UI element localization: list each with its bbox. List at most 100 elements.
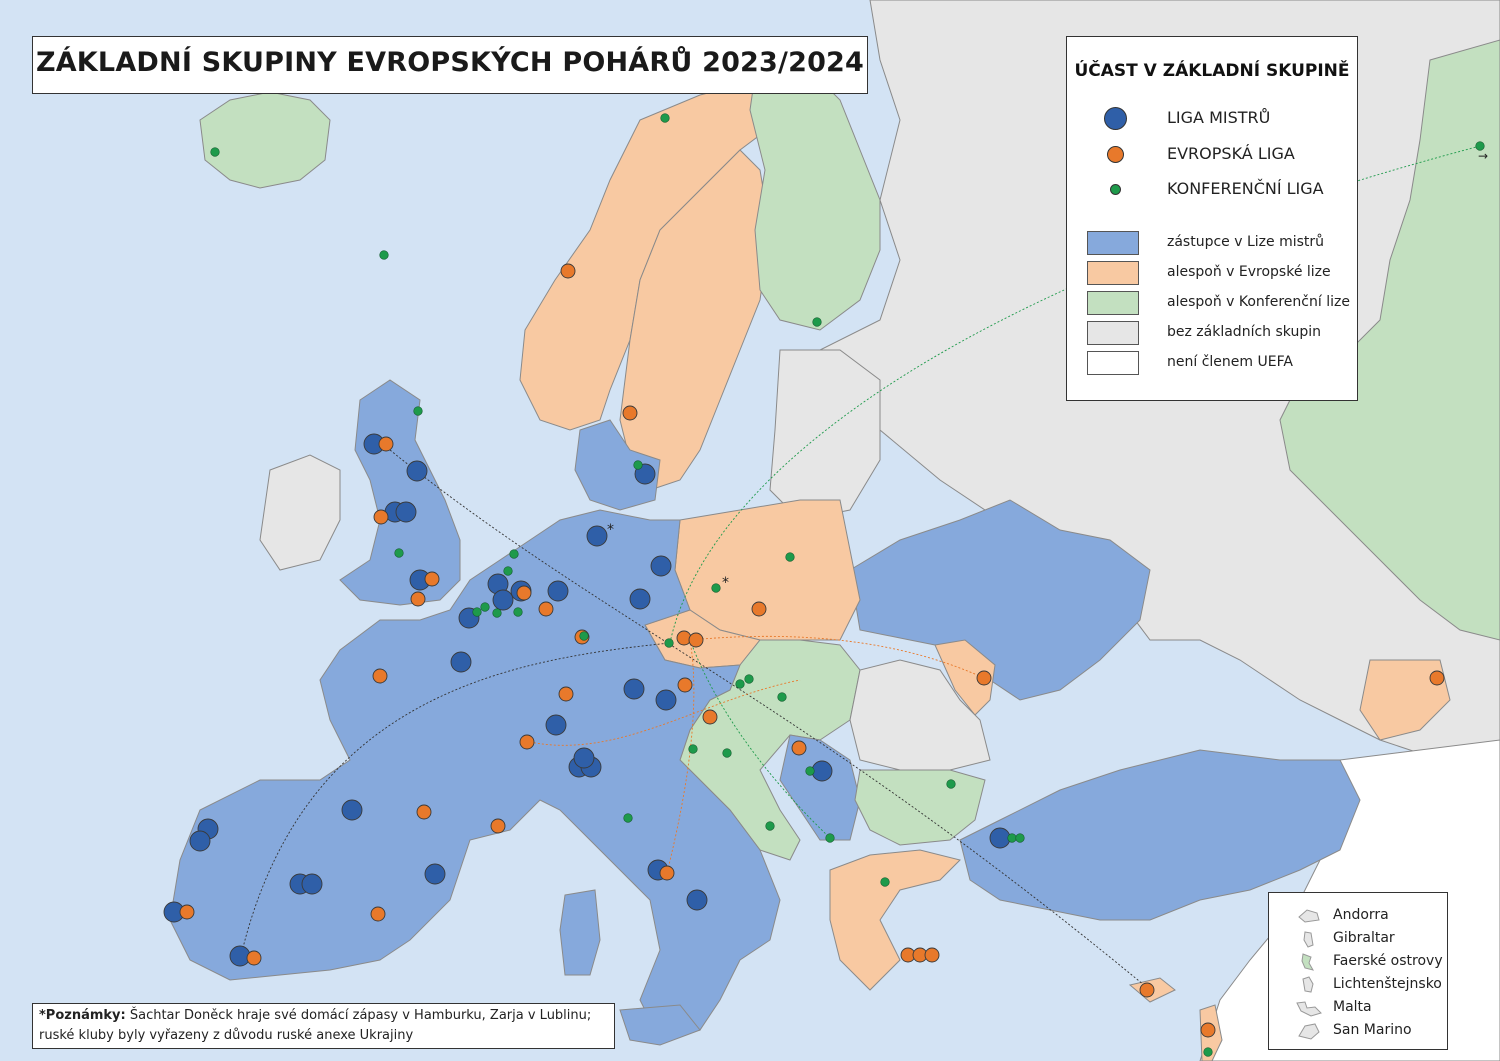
club-marker-konferencni-liga xyxy=(765,821,775,831)
club-marker-liga-mistru xyxy=(492,589,514,611)
microstate-label: Faerské ostrovy xyxy=(1333,953,1443,969)
gibraltar-shape-icon xyxy=(1303,931,1314,948)
note-line-2: ruské kluby byly vyřazeny z důvodu ruské… xyxy=(39,1028,414,1043)
club-marker-konferencni-liga xyxy=(480,602,490,612)
legend-label-cl: LIGA MISTRŮ xyxy=(1167,108,1271,127)
microstate-label: San Marino xyxy=(1333,1022,1412,1038)
note-label: *Poznámky: xyxy=(39,1008,126,1023)
microstate-label: Gibraltar xyxy=(1333,930,1395,946)
club-marker-konferencni-liga xyxy=(633,460,643,470)
title-box: ZÁKLADNÍ SKUPINY EVROPSKÝCH POHÁRŮ 2023/… xyxy=(32,36,868,94)
club-marker-liga-mistru xyxy=(424,863,446,885)
club-marker-liga-mistru xyxy=(301,873,323,895)
region-denmark xyxy=(574,419,661,511)
legend-area-label: není členem UEFA xyxy=(1167,354,1293,370)
legend-swatch-none xyxy=(1087,321,1139,345)
club-marker-konferencni-liga xyxy=(812,317,822,327)
microstate-label: Malta xyxy=(1333,999,1372,1015)
andorra-shape-icon xyxy=(1298,909,1320,923)
club-marker-liga-mistru xyxy=(573,747,595,769)
region-greece xyxy=(829,849,961,991)
club-marker-liga-mistru xyxy=(629,588,651,610)
club-marker-konferencni-liga xyxy=(379,250,389,260)
club-marker-konferencni-liga xyxy=(623,813,633,823)
microstate-label: Lichtenštejnsko xyxy=(1333,976,1442,992)
club-marker-konferencni-liga xyxy=(503,566,513,576)
legend-dot-el xyxy=(1107,146,1124,163)
microstate-faroe: Faerské ostrovy xyxy=(1269,951,1447,973)
region-bulgaria xyxy=(854,769,986,846)
club-marker-liga-mistru xyxy=(395,501,417,523)
club-marker-liga-mistru xyxy=(341,799,363,821)
club-marker-liga-mistru xyxy=(650,555,672,577)
club-marker-liga-mistru xyxy=(189,830,211,852)
club-marker-konferencni-liga xyxy=(1203,1047,1213,1057)
san-marino-shape-icon xyxy=(1298,1023,1320,1040)
note-text-1: Šachtar Doněck hraje své domácí zápasy v… xyxy=(125,1008,592,1023)
club-marker-liga-mistru xyxy=(545,714,567,736)
legend-row-area-non-uefa: není členem UEFA xyxy=(1067,348,1357,378)
club-marker-evropska-liga xyxy=(1429,670,1445,686)
club-marker-evropska-liga xyxy=(558,686,574,702)
club-marker-konferencni-liga xyxy=(660,113,670,123)
club-marker-liga-mistru xyxy=(655,689,677,711)
club-marker-evropska-liga xyxy=(519,734,535,750)
club-marker-evropska-liga xyxy=(538,601,554,617)
legend-row-area-cl: zástupce v Lize mistrů xyxy=(1067,228,1357,258)
region-caucasus xyxy=(1359,659,1451,741)
legend-label-el: EVROPSKÁ LIGA xyxy=(1167,144,1295,163)
club-marker-evropska-liga xyxy=(791,740,807,756)
club-marker-evropska-liga xyxy=(976,670,992,686)
club-marker-evropska-liga xyxy=(416,804,432,820)
microstate-san-marino: San Marino xyxy=(1269,1020,1447,1042)
microstate-gibraltar: Gibraltar xyxy=(1269,928,1447,950)
faroe-shape-icon xyxy=(1301,953,1315,971)
legend-dot-ecl xyxy=(1110,184,1121,195)
region-russia-east xyxy=(1279,39,1500,641)
microstate-andorra: Andorra xyxy=(1269,905,1447,927)
club-marker-konferencni-liga xyxy=(492,608,502,618)
club-marker-konferencni-liga xyxy=(946,779,956,789)
liechtenstein-shape-icon xyxy=(1302,976,1314,993)
malta-shape-icon xyxy=(1296,1001,1322,1017)
legend-row-area-ecl: alespoň v Konferenční lize xyxy=(1067,288,1357,318)
legend-dot-cl xyxy=(1104,107,1127,130)
club-marker-konferencni-liga xyxy=(513,607,523,617)
club-marker-konferencni-liga xyxy=(1007,833,1017,843)
club-marker-konferencni-liga xyxy=(744,674,754,684)
legend-swatch-ecl xyxy=(1087,291,1139,315)
club-marker-liga-mistru xyxy=(623,678,645,700)
club-marker-konferencni-liga xyxy=(210,147,220,157)
legend-area-label: bez základních skupin xyxy=(1167,324,1321,340)
club-marker-liga-mistru xyxy=(686,889,708,911)
club-marker-konferencni-liga xyxy=(722,748,732,758)
legend-row-area-el: alespoň v Evropské lize xyxy=(1067,258,1357,288)
club-marker-evropska-liga xyxy=(924,947,940,963)
club-marker-evropska-liga xyxy=(1200,1022,1216,1038)
club-marker-liga-mistru xyxy=(586,525,608,547)
club-marker-evropska-liga xyxy=(751,601,767,617)
club-marker-konferencni-liga xyxy=(711,583,721,593)
club-markers xyxy=(163,113,1485,1057)
region-moldova xyxy=(934,639,996,716)
club-marker-liga-mistru xyxy=(406,460,428,482)
arrow-east: → xyxy=(1478,149,1488,163)
microstate-label: Andorra xyxy=(1333,907,1389,923)
legend-area-label: alespoň v Evropské lize xyxy=(1167,264,1331,280)
club-marker-konferencni-liga xyxy=(880,877,890,887)
club-marker-konferencni-liga xyxy=(472,607,482,617)
region-turkey xyxy=(959,749,1361,921)
region-western-europe xyxy=(169,509,781,1041)
club-marker-evropska-liga xyxy=(702,709,718,725)
club-marker-konferencni-liga xyxy=(785,552,795,562)
legend-area-label: zástupce v Lize mistrů xyxy=(1167,234,1325,250)
club-marker-evropska-liga xyxy=(370,906,386,922)
region-sicily xyxy=(619,1004,701,1046)
legend-row-evropska-liga: EVROPSKÁ LIGA xyxy=(1067,139,1357,169)
legend-row-liga-mistru: LIGA MISTRŮ xyxy=(1067,103,1357,133)
legend-title: ÚČAST V ZÁKLADNÍ SKUPINĚ xyxy=(1074,61,1350,81)
legend-swatch-non-uefa xyxy=(1087,351,1139,375)
region-iceland xyxy=(199,91,331,189)
legend-row-konferencni-liga: KONFERENČNÍ LIGA xyxy=(1067,174,1357,204)
club-marker-konferencni-liga xyxy=(664,638,674,648)
